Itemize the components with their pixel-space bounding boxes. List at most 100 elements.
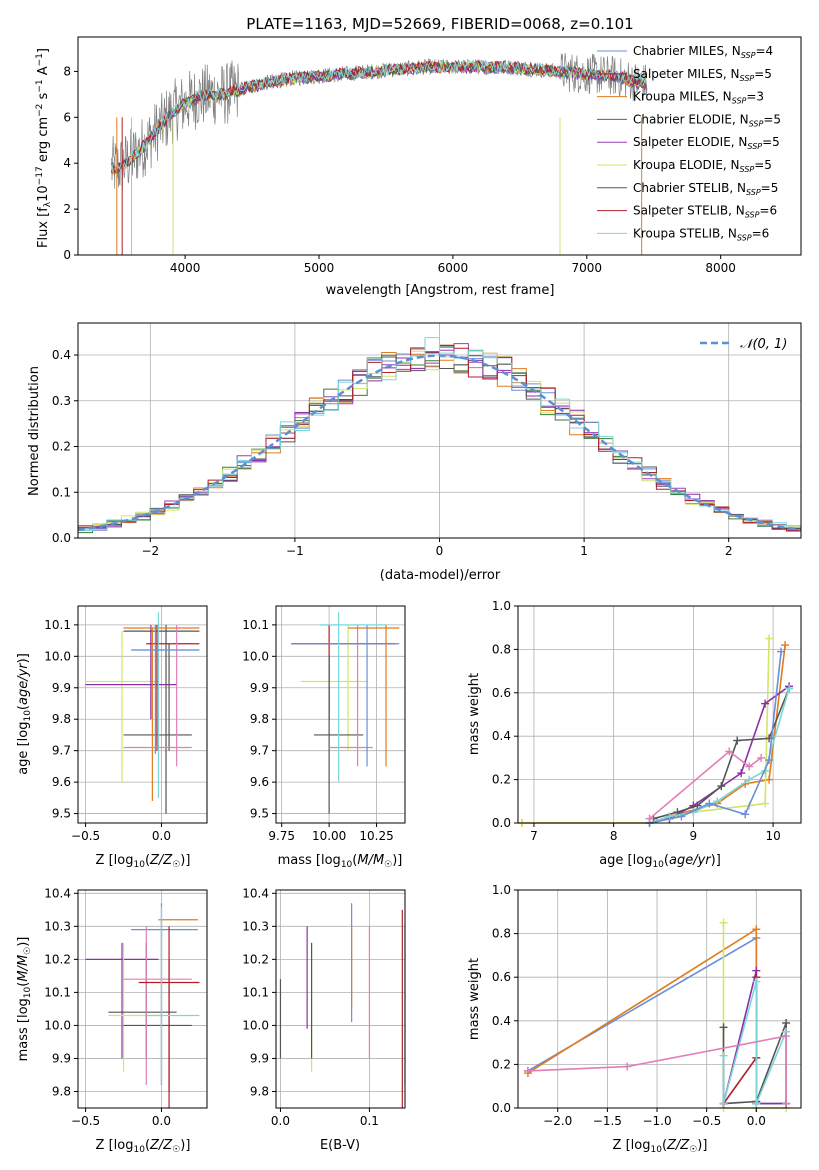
massweight-vs-z-plot-area	[518, 889, 801, 1112]
legend-entry: Chabrier STELIB, NSSP=5	[633, 181, 778, 197]
mass-weight-line	[522, 638, 770, 824]
y-tick-label: 10.1	[242, 618, 269, 632]
y-tick-label: 10.1	[44, 618, 71, 632]
figure-title: PLATE=1163, MJD=52669, FIBERID=0068, z=0…	[246, 15, 633, 33]
mass-weight-line	[527, 1035, 787, 1104]
spectrum-ticks: 4000 5000 6000 7000 8000 0 2 4 6 8	[63, 64, 736, 275]
massweight-vs-age-ylabel: mass weight	[467, 673, 482, 755]
mass-weight-line	[722, 922, 787, 1109]
y-tick-label: 6	[63, 110, 71, 124]
x-tick-label: −0.5	[692, 1114, 721, 1128]
y-tick-label: 9.5	[250, 807, 269, 821]
x-tick-label: 2	[725, 544, 733, 558]
age-vs-mass-panel: 9.75 10.00 10.25 9.5 9.6 9.7 9.8 9.9 10.0 10.1 ma…	[242, 605, 406, 870]
x-tick-label: −2	[141, 544, 159, 558]
spectrum-frame	[77, 36, 802, 256]
legend-entry: Kroupa STELIB, NSSP=6	[633, 226, 769, 242]
mass-vs-z-xlabel: Z [log10(Z/Z☉)]	[96, 1138, 191, 1155]
mass-vs-z-ylabel: mass [log10(M/M☉)]	[16, 937, 33, 1062]
y-tick-label: 9.8	[250, 1084, 269, 1098]
y-tick-label: 9.7	[52, 744, 71, 758]
y-tick-label: 0.3	[52, 394, 71, 408]
y-tick-label: 10.3	[242, 919, 269, 933]
y-tick-label: 10.0	[44, 649, 71, 663]
mass-vs-ebv-xlabel: E(B-V)	[320, 1138, 360, 1153]
y-tick-label: 10.0	[44, 1018, 71, 1032]
x-tick-label: −1.5	[593, 1114, 622, 1128]
y-tick-label: 10.1	[44, 985, 71, 999]
x-tick-label: 0.0	[152, 829, 171, 843]
residual-plot-area	[77, 323, 802, 539]
massweight-vs-z-xlabel: Z [log10(Z/Z☉)]	[613, 1138, 708, 1155]
y-tick-label: 0.0	[52, 531, 71, 545]
mass-vs-ebv-plot-area	[276, 890, 406, 1108]
y-tick-label: 4	[63, 156, 71, 170]
x-tick-label: 0.1	[360, 1114, 379, 1128]
y-tick-label: 10.0	[242, 1018, 269, 1032]
y-tick-label: 0.6	[492, 970, 511, 984]
y-tick-label: 0	[63, 248, 71, 262]
mass-vs-ebv-panel: 0.0 0.1 9.8 9.9 10.0 10.1 10.2 10.3 10.4 E(B-V)	[242, 886, 406, 1153]
y-tick-label: 10.1	[242, 985, 269, 999]
x-tick-label: 10.00	[312, 829, 346, 843]
y-tick-label: 9.7	[250, 744, 269, 758]
massweight-vs-z-panel: −2.0 −1.5 −1.0 −0.5 0.0 0.0 0.2 0.4 0.6 0.8 1.0 Z …	[467, 883, 802, 1155]
mass-weight-line	[527, 927, 758, 1108]
y-tick-label: 0.0	[492, 816, 511, 830]
x-tick-label: −2.0	[543, 1114, 572, 1128]
massweight-vs-age-plot-area	[517, 605, 801, 827]
x-tick-label: 5000	[304, 261, 335, 275]
x-tick-label: 7000	[572, 261, 603, 275]
y-tick-label: 9.6	[250, 775, 269, 789]
x-tick-label: 0.0	[271, 1114, 290, 1128]
y-tick-label: 8	[63, 64, 71, 78]
y-tick-label: 10.4	[44, 886, 71, 900]
x-tick-label: 7	[530, 829, 538, 843]
y-tick-label: 0.2	[52, 440, 71, 454]
legend-entry: Chabrier MILES, NSSP=4	[633, 44, 773, 60]
y-tick-label: 1.0	[492, 599, 511, 613]
residual-panel: −2 −1 0 1 2 0.0 0.1 0.2 0.3 0.4 𝒩(0, 1) (data-mod…	[27, 322, 802, 583]
x-tick-label: 8	[610, 829, 618, 843]
spectrum-legend: Chabrier MILES, NSSP=4 Salpeter MILES, NS…	[597, 44, 781, 242]
legend-entry: Chabrier ELODIE, NSSP=5	[633, 112, 781, 128]
age-vs-z-ylabel: age [log10(age/yr)]	[16, 653, 33, 775]
mass-weight-line	[649, 651, 782, 824]
massweight-vs-z-ylabel: mass weight	[467, 958, 482, 1040]
spectrum-plot-area	[111, 52, 648, 255]
residual-legend: 𝒩(0, 1)	[700, 337, 787, 352]
legend-entry: Salpeter ELODIE, NSSP=5	[633, 135, 780, 151]
y-tick-label: 0.6	[492, 686, 511, 700]
x-tick-label: −1	[286, 544, 304, 558]
age-vs-mass-xlabel: mass [log10(M/M☉)]	[278, 853, 403, 870]
age-vs-z-plot-area	[78, 606, 207, 823]
massweight-vs-age-xlabel: age [log10(age/yr)]	[599, 853, 721, 870]
spectrum-model-line	[111, 58, 647, 173]
age-vs-mass-plot-area	[276, 606, 405, 823]
y-tick-label: 0.2	[492, 1057, 511, 1071]
x-tick-label: 0	[436, 544, 444, 558]
spectrum-ylabel: Flux [fλ10−17 erg cm−2 s−1 A−1]	[35, 48, 53, 248]
x-tick-label: 1	[580, 544, 588, 558]
x-tick-label: 0.0	[152, 1114, 171, 1128]
y-tick-label: 10.3	[44, 919, 71, 933]
normal-curve	[77, 354, 802, 532]
residual-ylabel: Normed distribution	[27, 366, 42, 496]
legend-entry: Salpeter STELIB, NSSP=6	[633, 204, 777, 220]
residual-ticks: −2 −1 0 1 2 0.0 0.1 0.2 0.3 0.4	[52, 348, 733, 558]
y-tick-label: 9.5	[52, 807, 71, 821]
x-tick-label: 6000	[438, 261, 469, 275]
y-tick-label: 9.9	[52, 1051, 71, 1065]
x-tick-label: 9.75	[268, 829, 295, 843]
y-tick-label: 9.9	[250, 681, 269, 695]
y-tick-label: 9.8	[52, 712, 71, 726]
x-tick-label: −1.0	[642, 1114, 671, 1128]
y-tick-label: 9.8	[52, 1084, 71, 1098]
spectrum-model-line	[111, 60, 647, 175]
x-tick-label: 4000	[170, 261, 201, 275]
mass-weight-line	[648, 750, 762, 820]
legend-entry: Kroupa MILES, NSSP=3	[633, 90, 764, 106]
y-tick-label: 9.6	[52, 775, 71, 789]
spectrum-xlabel: wavelength [Angstrom, rest frame]	[326, 283, 555, 298]
